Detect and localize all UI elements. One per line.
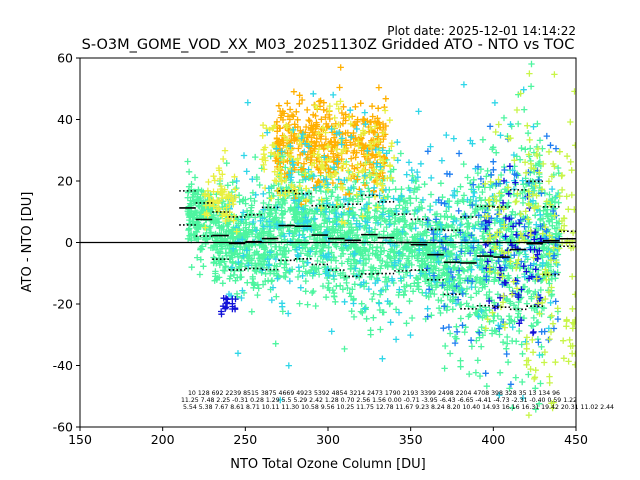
y-tick-label: 0 (65, 235, 73, 250)
y-tick-label: 20 (57, 174, 73, 189)
y-tick-label: -40 (53, 358, 73, 373)
scatter-series-navy (218, 295, 239, 318)
bin-stat-labels: 10 128 692 2239 8515 3875 4669 4923 5392… (181, 390, 614, 411)
x-tick-label: 350 (399, 432, 423, 447)
x-axis-ticks: 150 200 250 300 350 400 450 (68, 427, 588, 447)
y-axis-label: ATO - NTO [DU] (20, 192, 35, 293)
bin-mean-label: 11.25 7.48 2.25 -0.31 0.28 1.29 5.5 5.29… (181, 397, 577, 404)
y-axis-ticks: -60 -40 -20 0 20 40 60 (53, 51, 80, 435)
y-tick-label: 60 (57, 51, 73, 66)
y-tick-label: -20 (53, 297, 73, 312)
x-tick-label: 150 (68, 432, 92, 447)
plot-date: Plot date: 2025-12-01 14:14:22 (387, 24, 576, 38)
bin-stats-layer (179, 180, 576, 311)
scatter-series-lime (523, 284, 576, 412)
x-tick-label: 400 (481, 432, 505, 447)
x-tick-label: 450 (564, 432, 588, 447)
y-tick-label: -60 (53, 420, 73, 435)
bin-count-label: 10 128 692 2239 8515 3875 4669 4923 5392… (188, 390, 560, 397)
x-tick-label: 200 (151, 432, 175, 447)
x-tick-label: 250 (233, 432, 257, 447)
x-tick-label: 300 (316, 432, 340, 447)
y-tick-label: 40 (57, 112, 73, 127)
x-axis-label: NTO Total Ozone Column [DU] (230, 457, 426, 472)
scatter-series-yellow (259, 98, 398, 227)
chart-title: S-O3M_GOME_VOD_XX_M03_20251130Z Gridded … (82, 37, 575, 53)
bin-sd-label: 5.54 5.38 7.67 8.61 8.71 10.11 11.30 10.… (183, 404, 614, 411)
